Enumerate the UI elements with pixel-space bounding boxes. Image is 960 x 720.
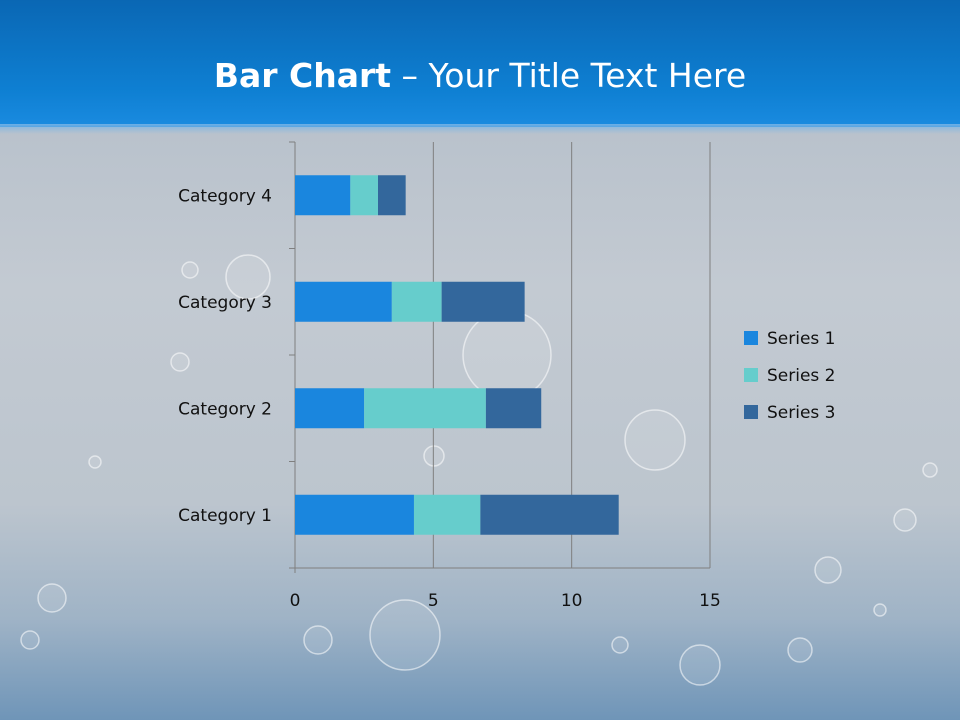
- legend-swatch: [744, 331, 758, 345]
- legend-swatch: [744, 405, 758, 419]
- y-tick-label: Category 2: [178, 399, 272, 419]
- title-dash: –: [391, 56, 429, 95]
- x-tick-label: 15: [699, 591, 721, 611]
- bar-segment: [391, 281, 442, 322]
- bubble: [814, 556, 842, 584]
- bubble: [423, 445, 445, 467]
- bar-segment: [485, 388, 542, 429]
- title-rest-text: Your Title Text Here: [428, 56, 747, 95]
- legend-swatch: [744, 368, 758, 382]
- bubble: [225, 254, 271, 300]
- bubble: [20, 630, 40, 650]
- y-tick-label: Category 4: [178, 186, 272, 206]
- legend-label: Series 2: [767, 366, 836, 386]
- bar-segment: [441, 281, 525, 322]
- bubble: [37, 583, 67, 613]
- legend-label: Series 3: [767, 403, 836, 423]
- bar-segment: [295, 494, 414, 535]
- bubble: [369, 599, 441, 671]
- bubble: [873, 603, 887, 617]
- bar-segment: [295, 281, 392, 322]
- x-tick-label: 5: [428, 591, 439, 611]
- bubble: [88, 455, 102, 469]
- bubble: [893, 508, 917, 532]
- bubble: [170, 352, 190, 372]
- bubble: [611, 636, 629, 654]
- slide-title: Bar Chart – Your Title Text Here: [0, 52, 960, 100]
- bubble: [922, 462, 938, 478]
- bar-segment: [295, 175, 351, 216]
- bar-segment: [480, 494, 619, 535]
- bubble: [181, 261, 199, 279]
- bar-segment: [350, 175, 378, 216]
- bar-segment: [364, 388, 486, 429]
- bar-segment: [295, 388, 365, 429]
- bar-segment: [413, 494, 481, 535]
- bubble: [624, 409, 686, 471]
- title-bar: [0, 0, 960, 127]
- title-bar-glow: [0, 124, 960, 134]
- bubble: [787, 637, 813, 663]
- x-tick-label: 0: [290, 591, 301, 611]
- y-tick-label: Category 1: [178, 506, 272, 526]
- bar-segment: [378, 175, 406, 216]
- title-bold-text: Bar Chart: [213, 56, 392, 95]
- bubble: [303, 625, 333, 655]
- x-tick-label: 10: [561, 591, 583, 611]
- y-tick-label: Category 3: [178, 293, 272, 313]
- legend-label: Series 1: [767, 329, 836, 349]
- bubble: [679, 644, 721, 686]
